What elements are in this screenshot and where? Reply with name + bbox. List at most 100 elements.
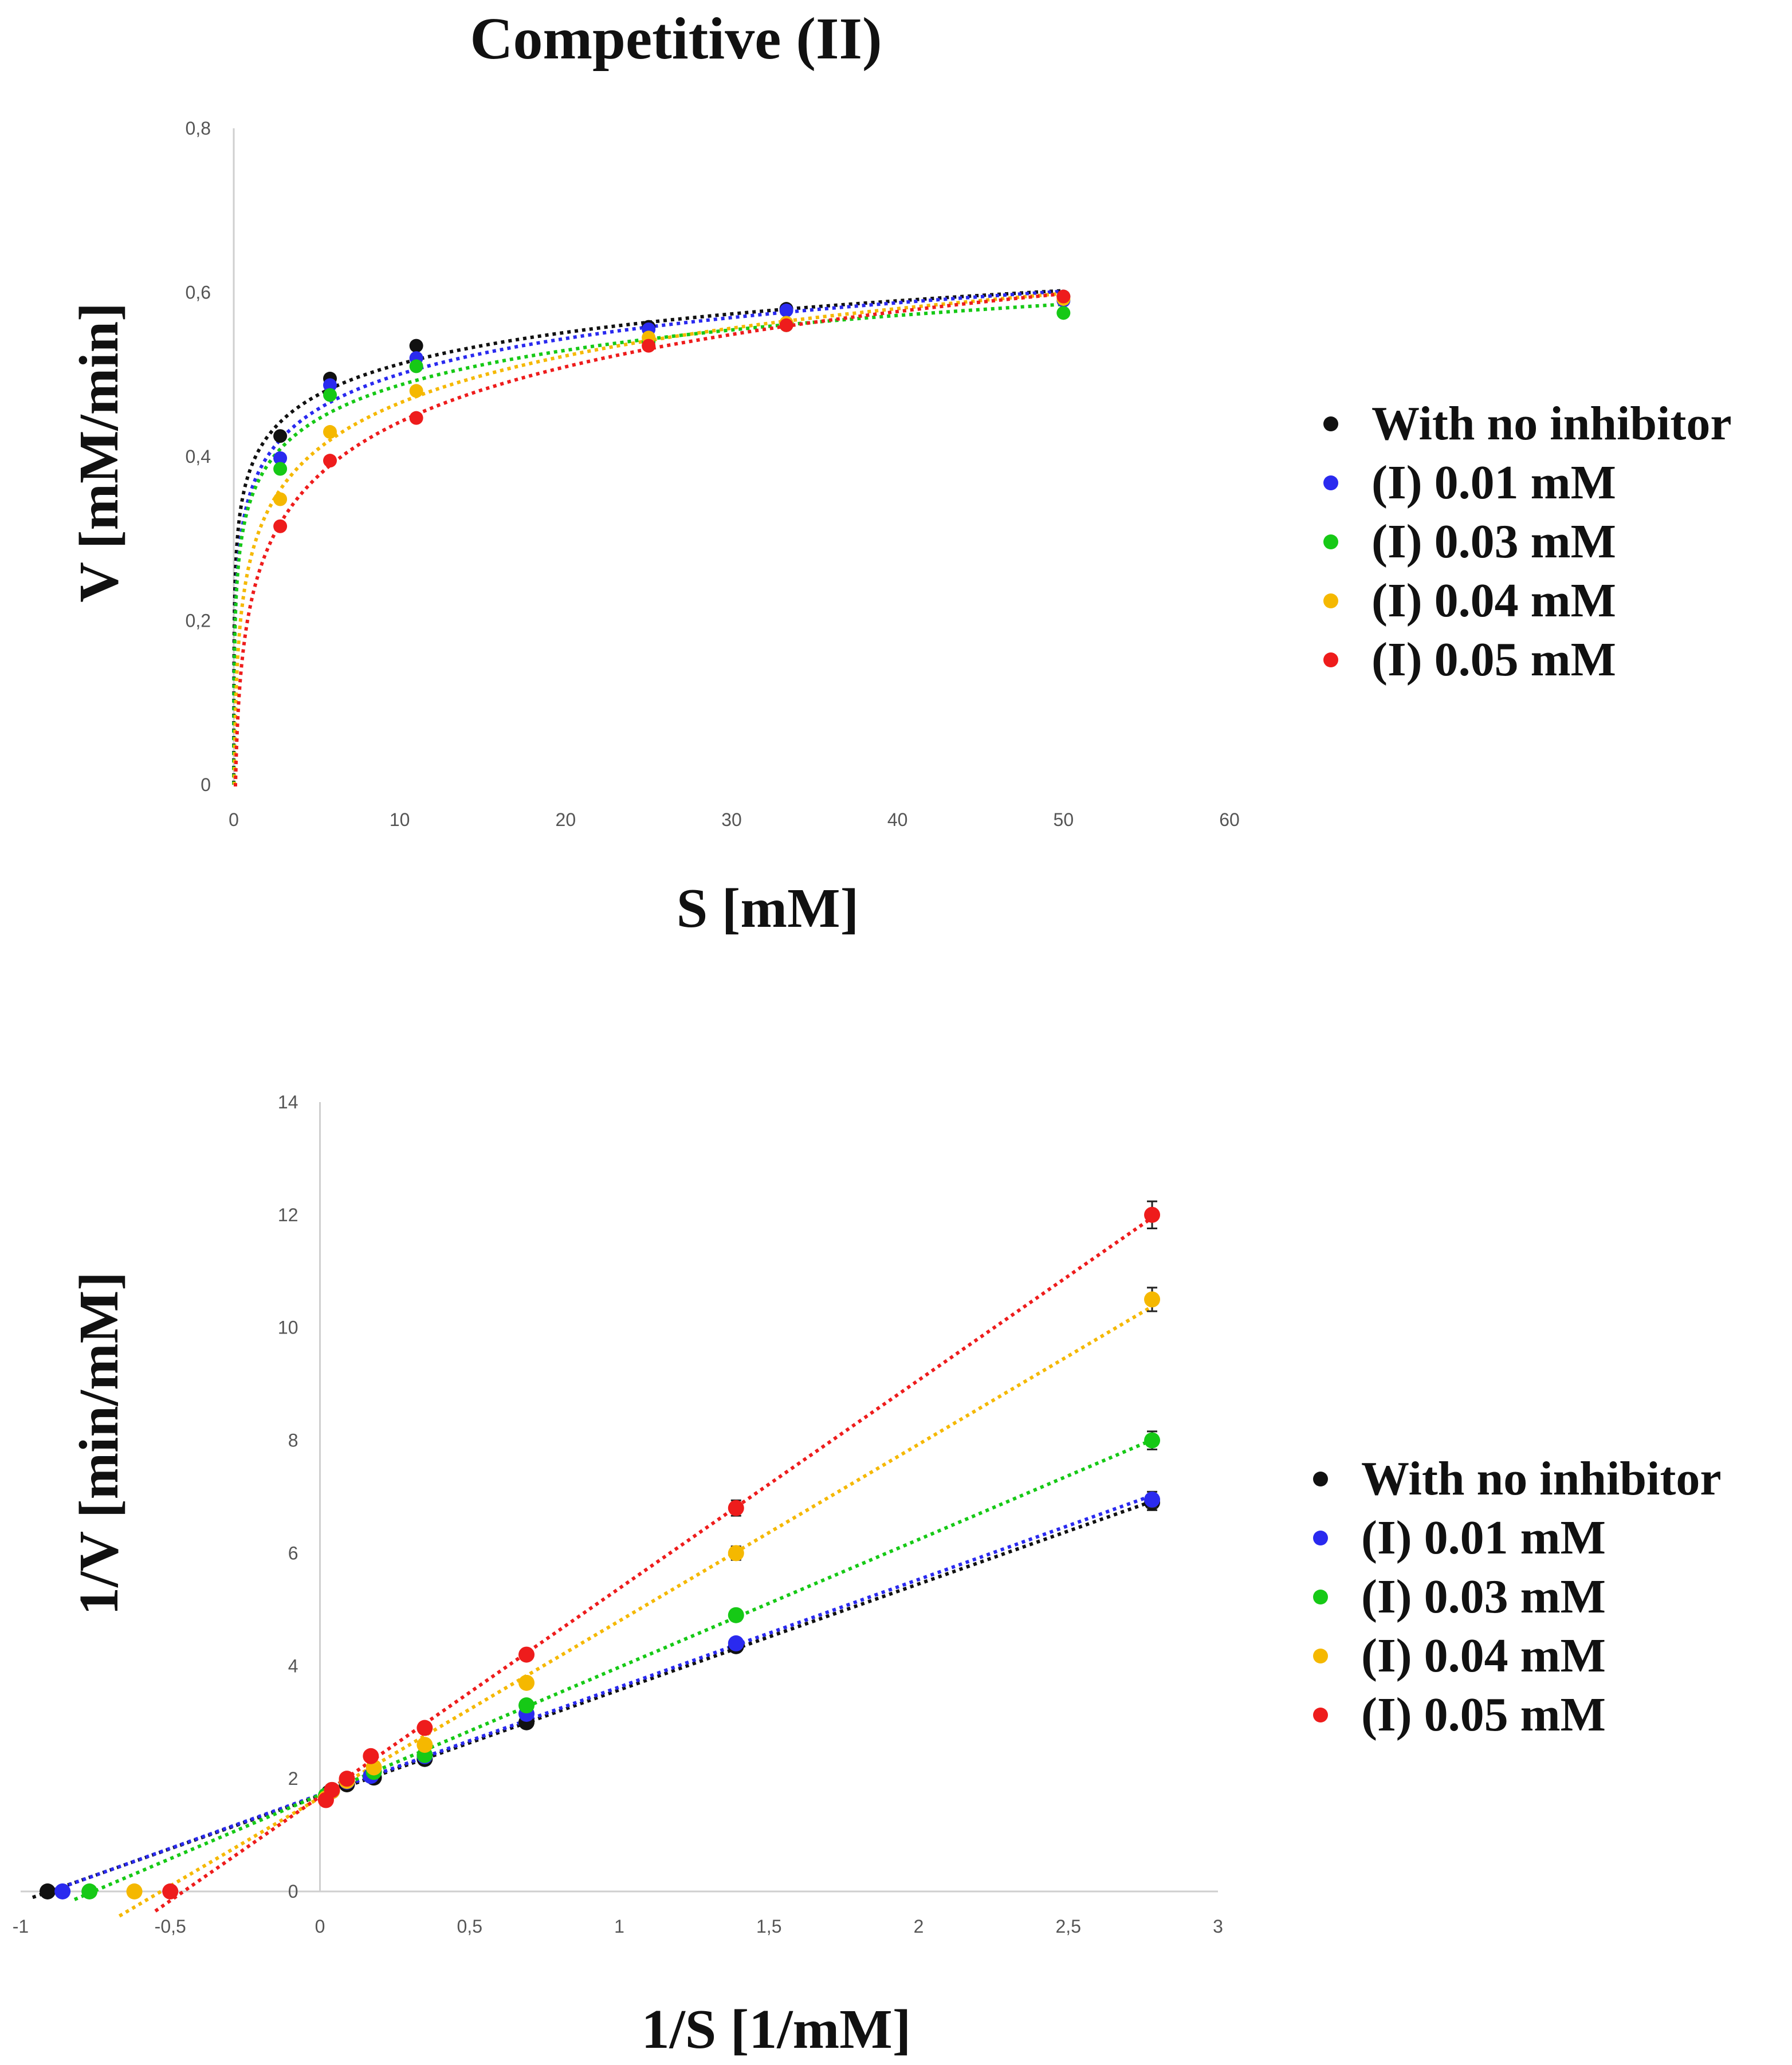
legend-item: (I) 0.04 mM [1313, 1626, 1722, 1685]
y-tick-label: 10 [278, 1317, 298, 1338]
x-axis-title: 1/S [1/mM] [642, 1999, 911, 2060]
legend-label: (I) 0.04 mM [1361, 1629, 1606, 1682]
data-point-series-1 [323, 378, 337, 392]
data-point-series-0 [409, 339, 423, 353]
trendlines [32, 1216, 1153, 1918]
y-tick-label: 12 [278, 1205, 298, 1225]
legend-marker [1313, 1471, 1328, 1486]
data-point-series-2 [323, 388, 337, 402]
data-point-series-4 [416, 1720, 433, 1736]
legend-item: With no inhibitor [1313, 1449, 1722, 1508]
data-point-series-2 [728, 1607, 744, 1623]
legend-item: (I) 0.05 mM [1323, 630, 1732, 689]
trendline-series-4 [154, 1216, 1153, 1913]
legend-marker [1313, 1530, 1328, 1545]
legend-marker [1323, 416, 1338, 431]
x-tick-label: 20 [556, 809, 576, 830]
legend-label: With no inhibitor [1371, 397, 1732, 450]
x-tick-label: -0,5 [155, 1916, 186, 1937]
legend-item: With no inhibitor [1323, 394, 1732, 453]
trendline-series-3 [118, 1305, 1153, 1918]
trendlines [232, 289, 1064, 786]
x-tick-label: 3 [1213, 1916, 1223, 1937]
trendline-series-2 [73, 1438, 1153, 1901]
legend-label: (I) 0.01 mM [1361, 1511, 1606, 1564]
legend-label: (I) 0.05 mM [1371, 633, 1616, 686]
legend-label: (I) 0.03 mM [1371, 515, 1616, 568]
data-point-series-4 [779, 318, 793, 332]
data-point-series-4 [1144, 1206, 1161, 1223]
data-point-series-1 [728, 1635, 744, 1651]
data-point-series-2 [518, 1697, 535, 1714]
data-point-series-1 [54, 1883, 71, 1899]
legend-label: (I) 0.05 mM [1361, 1688, 1606, 1741]
y-tick-label: 0 [288, 1881, 298, 1902]
legend-marker [1313, 1589, 1328, 1604]
y-tick-label: 8 [288, 1430, 298, 1451]
x-tick-label: 0,5 [457, 1916, 482, 1937]
legend-marker [1313, 1648, 1328, 1663]
legend-marker [1323, 475, 1338, 490]
legend-label: With no inhibitor [1361, 1452, 1722, 1505]
data-points [273, 289, 1071, 533]
legend-label: (I) 0.01 mM [1371, 456, 1616, 509]
data-point-series-3 [126, 1883, 143, 1899]
tick-labels: 0 10 20 30 40 50 60 0 0,2 0,4 0,6 0,8 [186, 118, 1240, 830]
y-axis-title: 1/V [min/mM] [68, 1272, 130, 1615]
legend-item: (I) 0.05 mM [1313, 1685, 1722, 1744]
legend-marker [1323, 534, 1338, 549]
legend-marker [1313, 1707, 1328, 1722]
legend-marker [1323, 652, 1338, 667]
data-point-series-4 [518, 1646, 535, 1663]
data-point-series-4 [273, 519, 288, 533]
data-point-series-4 [409, 411, 423, 425]
data-point-series-3 [518, 1674, 535, 1691]
tick-labels: -1 -0,5 0 0,5 1 1,5 2 2,5 3 0 2 4 6 8 10 12 14 [13, 1092, 1223, 1937]
data-point-series-4 [728, 1500, 744, 1516]
x-tick-label: 1,5 [756, 1916, 781, 1937]
data-point-series-3 [728, 1545, 744, 1561]
trendline-series-3 [233, 292, 1064, 786]
x-tick-label: 0 [315, 1916, 325, 1937]
trendline-series-4 [234, 292, 1064, 786]
data-point-series-3 [323, 425, 337, 439]
legend-item: (I) 0.03 mM [1313, 1567, 1722, 1626]
data-point-series-4 [1056, 289, 1071, 304]
chart-axes [21, 1102, 1218, 1893]
legend-bottom: With no inhibitor (I) 0.01 mM (I) 0.03 m… [1313, 1449, 1722, 1744]
legend-item: (I) 0.01 mM [1313, 1508, 1722, 1567]
data-point-series-1 [273, 451, 288, 465]
x-tick-label: 60 [1219, 809, 1240, 830]
x-axis-title: S [mM] [677, 878, 859, 939]
data-point-series-3 [409, 384, 423, 398]
x-tick-label: 2 [914, 1916, 924, 1937]
data-point-series-1 [1144, 1491, 1161, 1508]
data-point-series-2 [81, 1883, 98, 1899]
data-points [40, 1200, 1161, 1899]
y-tick-label: 0,4 [186, 446, 211, 467]
legend-item: (I) 0.04 mM [1323, 571, 1732, 630]
trendline-series-1 [47, 1494, 1153, 1894]
legend-marker [1323, 593, 1338, 608]
data-point-series-3 [416, 1737, 433, 1753]
legend-top: With no inhibitor (I) 0.01 mM (I) 0.03 m… [1323, 394, 1732, 689]
data-point-series-2 [273, 462, 288, 476]
x-tick-label: 1 [614, 1916, 624, 1937]
x-tick-label: 10 [390, 809, 410, 830]
y-tick-label: 0,2 [186, 611, 211, 631]
y-tick-label: 0,6 [186, 282, 211, 303]
trendline-series-0 [32, 1500, 1153, 1899]
x-tick-label: 0 [229, 809, 239, 830]
legend-label: (I) 0.03 mM [1361, 1570, 1606, 1623]
data-point-series-2 [1056, 306, 1071, 320]
x-tick-label: -1 [13, 1916, 29, 1937]
y-tick-label: 0,8 [186, 118, 211, 139]
y-tick-label: 4 [288, 1655, 298, 1676]
data-point-series-4 [363, 1748, 379, 1764]
x-tick-label: 2,5 [1056, 1916, 1081, 1937]
y-tick-label: 0 [201, 774, 211, 795]
data-point-series-4 [642, 339, 656, 353]
data-point-series-4 [323, 454, 337, 468]
trendline-series-0 [232, 289, 1064, 784]
data-point-series-0 [273, 429, 288, 443]
